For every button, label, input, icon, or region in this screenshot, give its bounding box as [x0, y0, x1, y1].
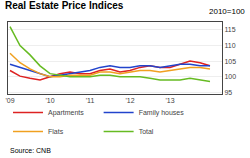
svg-text:Total: Total	[139, 128, 154, 135]
svg-text:2010=100: 2010=100	[209, 7, 245, 16]
svg-text:Source: CNB: Source: CNB	[10, 147, 51, 154]
svg-text:'12: '12	[125, 97, 134, 104]
svg-text:115: 115	[224, 26, 235, 33]
svg-text:Apartments: Apartments	[48, 109, 84, 117]
svg-text:Real Estate Price Indices: Real Estate Price Indices	[5, 0, 124, 11]
svg-text:'10: '10	[45, 97, 54, 104]
svg-text:'09: '09	[5, 97, 14, 104]
svg-text:'11: '11	[86, 97, 95, 104]
svg-text:Flats: Flats	[48, 128, 64, 135]
svg-text:Family houses: Family houses	[139, 109, 185, 117]
svg-text:100: 100	[224, 73, 236, 80]
svg-text:105: 105	[224, 58, 236, 65]
svg-text:110: 110	[224, 42, 235, 49]
svg-text:'13: '13	[165, 97, 174, 104]
svg-text:95: 95	[224, 89, 232, 96]
